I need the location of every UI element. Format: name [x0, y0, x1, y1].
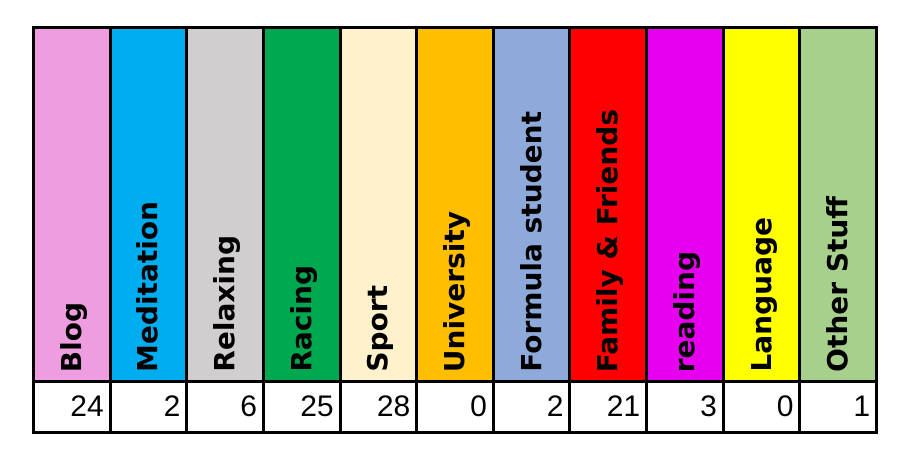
- category-label: Formula student: [514, 111, 548, 372]
- category-label: reading: [667, 250, 701, 372]
- count-cell-family-friends: 21: [571, 383, 649, 431]
- count-cell-university: 0: [418, 383, 495, 431]
- category-label: Relaxing: [208, 235, 242, 372]
- category-columns: Blog Meditation Relaxing Racing Sport Un…: [35, 29, 876, 383]
- category-label: Meditation: [131, 201, 165, 372]
- count-cell-blog: 24: [35, 383, 112, 431]
- count-cell-sport: 28: [342, 383, 419, 431]
- category-tracker-table: Blog Meditation Relaxing Racing Sport Un…: [32, 26, 878, 434]
- category-column-racing: Racing: [264, 29, 342, 380]
- category-label: Sport: [361, 285, 395, 372]
- category-label: Family & Friends: [591, 108, 625, 372]
- category-column-language: Language: [724, 29, 802, 380]
- category-label: University: [438, 210, 472, 372]
- category-column-other-stuff: Other Stuff: [801, 29, 876, 380]
- count-cell-meditation: 2: [112, 383, 189, 431]
- count-cell-other-stuff: 1: [853, 390, 871, 423]
- category-column-formula-student: Formula student: [494, 29, 572, 380]
- category-label: Blog: [54, 301, 88, 372]
- category-column-relaxing: Relaxing: [188, 29, 265, 380]
- category-label: Language: [744, 217, 778, 372]
- category-column-reading: reading: [648, 29, 725, 380]
- category-column-family-friends: Family & Friends: [571, 29, 649, 380]
- category-column-sport: Sport: [341, 29, 419, 380]
- count-row: 24 2 6 25 28 0 2 21 3 0 1: [35, 383, 875, 431]
- count-cell-reading: 3: [648, 383, 725, 431]
- category-column-meditation: Meditation: [111, 29, 189, 380]
- count-cell-formula-student: 2: [495, 383, 572, 431]
- category-column-blog: Blog: [35, 29, 112, 380]
- count-cell-language: 0: [725, 383, 802, 431]
- count-cell-racing: 25: [265, 383, 342, 431]
- category-column-university: University: [418, 29, 495, 380]
- category-label: Other Stuff: [821, 196, 855, 372]
- count-cell-relaxing: 6: [188, 383, 265, 431]
- category-label: Racing: [284, 265, 318, 372]
